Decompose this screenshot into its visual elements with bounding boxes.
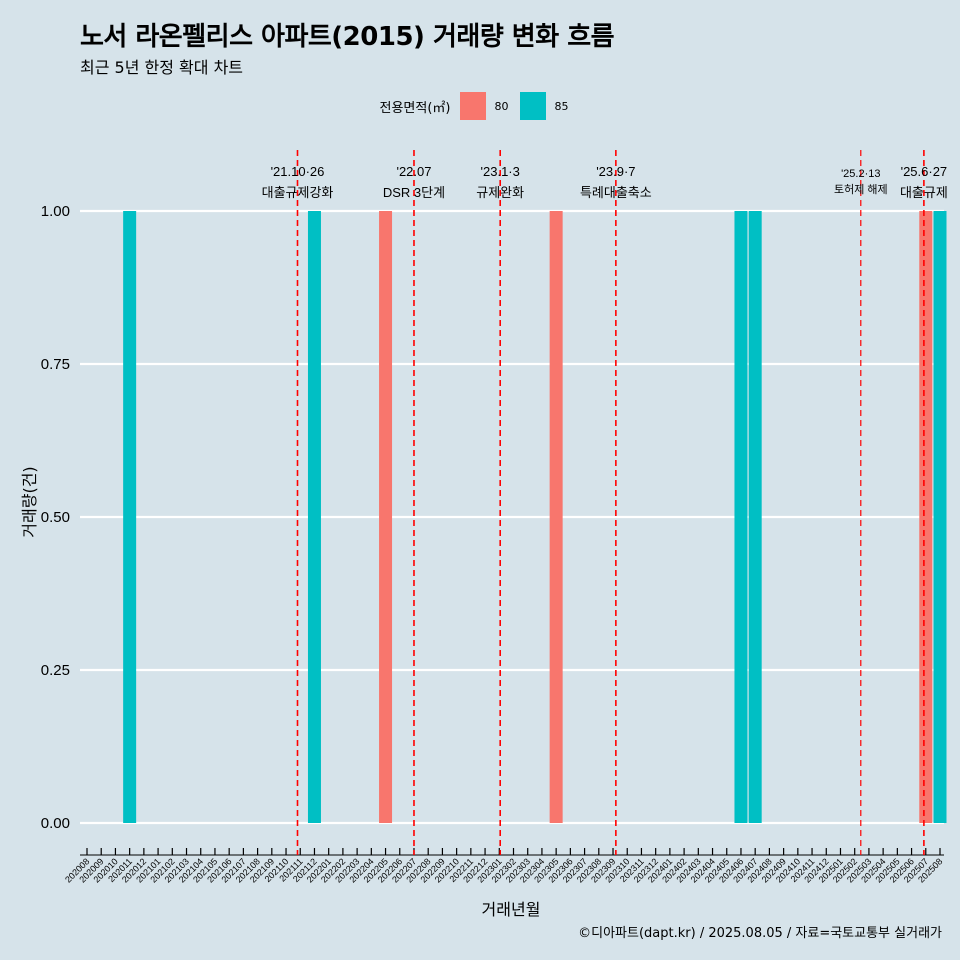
legend-title: 전용면적(㎡) [379,100,451,116]
event-name-label: 규제완화 [476,185,524,200]
y-tick-label: 1.00 [41,203,70,220]
bar-80 [919,211,933,823]
event-date-label: '23.9·7 [596,164,635,179]
event-name-label: 대출규제강화 [262,185,334,200]
y-tick-label: 0.50 [41,509,70,526]
event-date-label: '21.10·26 [271,164,325,179]
legend-swatch-85 [520,92,547,120]
source-caption: ©디아파트(dapt.kr) / 2025.08.05 / 자료=국토교통부 실… [578,926,942,941]
bar-80 [549,211,563,823]
x-axis-label: 거래년월 [481,900,541,919]
legend-label-85: 85 [554,99,569,113]
bar-85 [307,211,321,823]
event-name-label: 특례대출축소 [580,185,652,200]
event-name-label: 토허제 해제 [834,182,888,196]
bar-80 [379,211,393,823]
event-date-label: '25.2·13 [841,168,880,180]
legend-swatch-80 [460,92,487,120]
bar-85 [123,211,137,823]
chart-title: 노서 라온펠리스 아파트(2015) 거래량 변화 흐름 [80,22,615,52]
y-tick-label: 0.00 [41,815,70,832]
legend-label-80: 80 [494,99,509,113]
y-tick-label: 0.75 [41,356,70,373]
event-name-label: 대출규제 [900,185,948,200]
event-name-label: DSR 3단계 [383,185,445,200]
y-tick-label: 0.25 [41,662,70,679]
chart-subtitle: 최근 5년 한정 확대 차트 [80,58,244,77]
bar-85 [933,211,947,823]
event-date-label: '25.6·27 [901,164,948,179]
legend: 전용면적(㎡) 80 85 [0,92,960,120]
bar-85 [734,211,748,823]
event-date-label: '23.1·3 [481,164,520,179]
event-date-label: '22.07 [396,164,431,179]
bar-85 [748,211,762,823]
